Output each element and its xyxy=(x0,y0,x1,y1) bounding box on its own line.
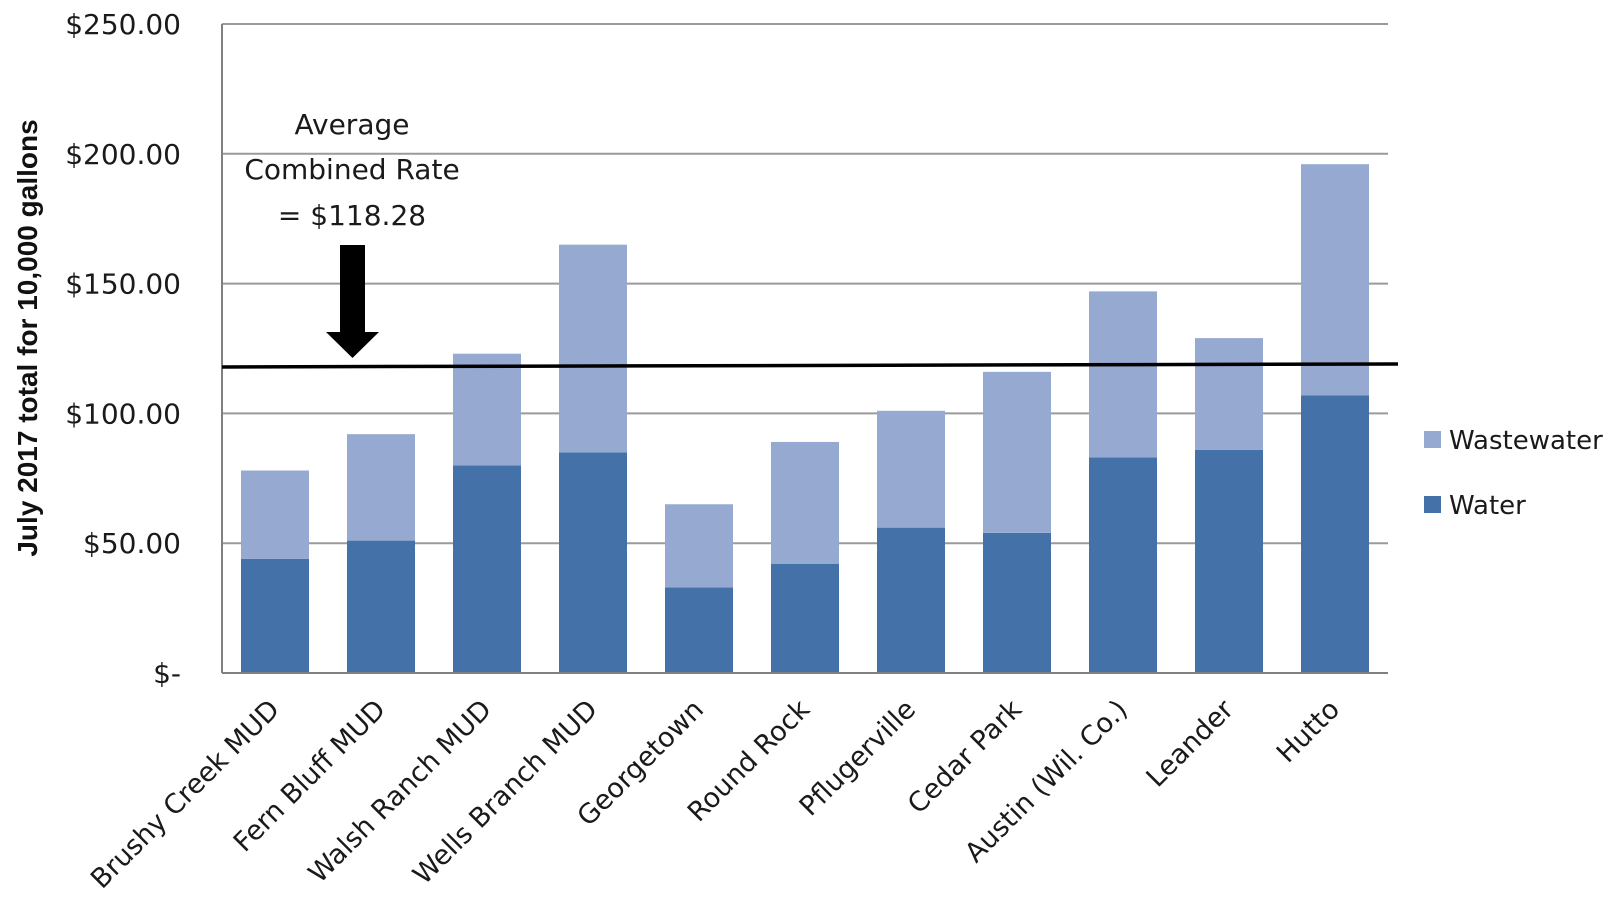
legend-label: Water xyxy=(1449,491,1526,521)
bar-wastewater xyxy=(241,470,309,559)
arrow-down-icon xyxy=(326,245,379,358)
annotation-text: Combined Rate xyxy=(244,153,459,186)
x-category-label: Hutto xyxy=(1271,694,1346,769)
gridlines xyxy=(222,23,1388,545)
bar-water xyxy=(347,540,415,673)
x-category-label: Brushy Creek MUD xyxy=(85,694,286,895)
bar-water xyxy=(665,587,733,673)
bar-wastewater xyxy=(665,504,733,588)
y-tick-label: $- xyxy=(153,657,181,690)
bar-water xyxy=(1089,457,1157,673)
bar-wastewater xyxy=(1301,164,1369,396)
y-tick-label: $250.00 xyxy=(65,8,181,41)
y-tick-label: $150.00 xyxy=(65,268,181,301)
bar-water xyxy=(877,527,945,673)
bar-water xyxy=(453,465,521,673)
y-tick-label: $200.00 xyxy=(65,138,181,171)
average-line xyxy=(221,362,1399,369)
y-axis-label: July 2017 total for 10,000 gallons xyxy=(12,119,43,556)
axes xyxy=(221,24,1388,674)
annotation-text: Average xyxy=(295,108,410,141)
average-reference: Average Combined Rate = $118.28 xyxy=(221,108,1399,369)
y-tick-labels: $- $50.00 $100.00 $150.00 $200.00 $250.00 xyxy=(65,8,181,690)
bar-wastewater xyxy=(453,353,521,466)
x-category-label: Walsh Ranch MUD xyxy=(303,694,498,889)
legend: Wastewater Water xyxy=(1424,426,1603,521)
bar-water xyxy=(1301,395,1369,673)
bar-water xyxy=(771,563,839,673)
bar-wastewater xyxy=(771,441,839,564)
legend-swatch xyxy=(1424,496,1441,513)
x-category-label: Leander xyxy=(1140,693,1240,793)
bar-water xyxy=(241,558,309,673)
legend-swatch xyxy=(1424,431,1441,448)
y-tick-label: $50.00 xyxy=(83,527,181,560)
annotation-text: = $118.28 xyxy=(278,199,426,232)
bar-water xyxy=(1195,449,1263,673)
bar-wastewater xyxy=(559,244,627,453)
y-tick-label: $100.00 xyxy=(65,397,181,430)
bar-wastewater xyxy=(347,434,415,541)
legend-label: Wastewater xyxy=(1449,426,1603,456)
bars xyxy=(241,164,1369,673)
bar-water xyxy=(983,532,1051,673)
bar-water xyxy=(559,452,627,673)
bar-wastewater xyxy=(983,371,1051,533)
bar-wastewater xyxy=(877,410,945,528)
bar-wastewater xyxy=(1195,338,1263,450)
x-category-label: Wells Branch MUD xyxy=(407,694,604,891)
bar-wastewater xyxy=(1089,291,1157,458)
